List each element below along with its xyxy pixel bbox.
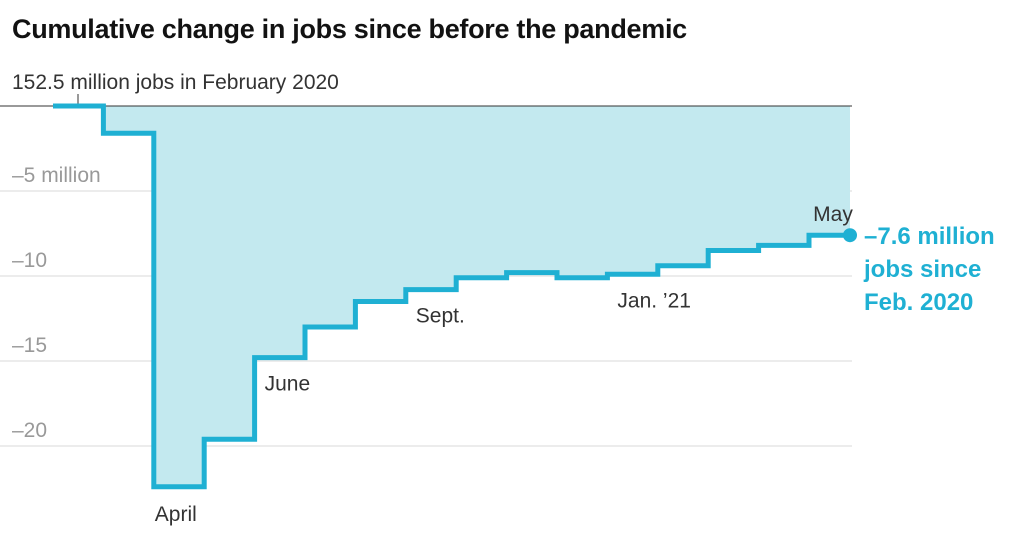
end-point-dot [843, 228, 857, 243]
month-label: April [155, 503, 197, 526]
end-label-line: –7.6 million [864, 223, 995, 250]
end-annotation: –7.6 million jobs since Feb. 2020 [843, 223, 995, 316]
baseline-label: 152.5 million jobs in February 2020 [12, 71, 339, 94]
month-labels: April June Sept. Jan. ’21 May [155, 203, 854, 526]
jobs-step-line [53, 103, 850, 490]
baseline-annotation: 152.5 million jobs in February 2020 [12, 71, 339, 106]
month-label: June [265, 373, 311, 396]
end-label-line: Feb. 2020 [864, 289, 973, 316]
month-label: Sept. [416, 305, 465, 328]
cumulative-area [53, 106, 850, 487]
chart-title: Cumulative change in jobs since before t… [12, 14, 687, 44]
y-tick-label: –5 million [12, 164, 101, 187]
y-tick-labels: –5 million –10 –15 –20 [12, 164, 101, 442]
end-label-line: jobs since [863, 256, 981, 283]
month-label: May [813, 203, 853, 226]
month-label: Jan. ’21 [617, 289, 691, 312]
y-tick-label: –20 [12, 419, 47, 442]
y-tick-label: –10 [12, 249, 47, 272]
y-tick-label: –15 [12, 334, 47, 357]
